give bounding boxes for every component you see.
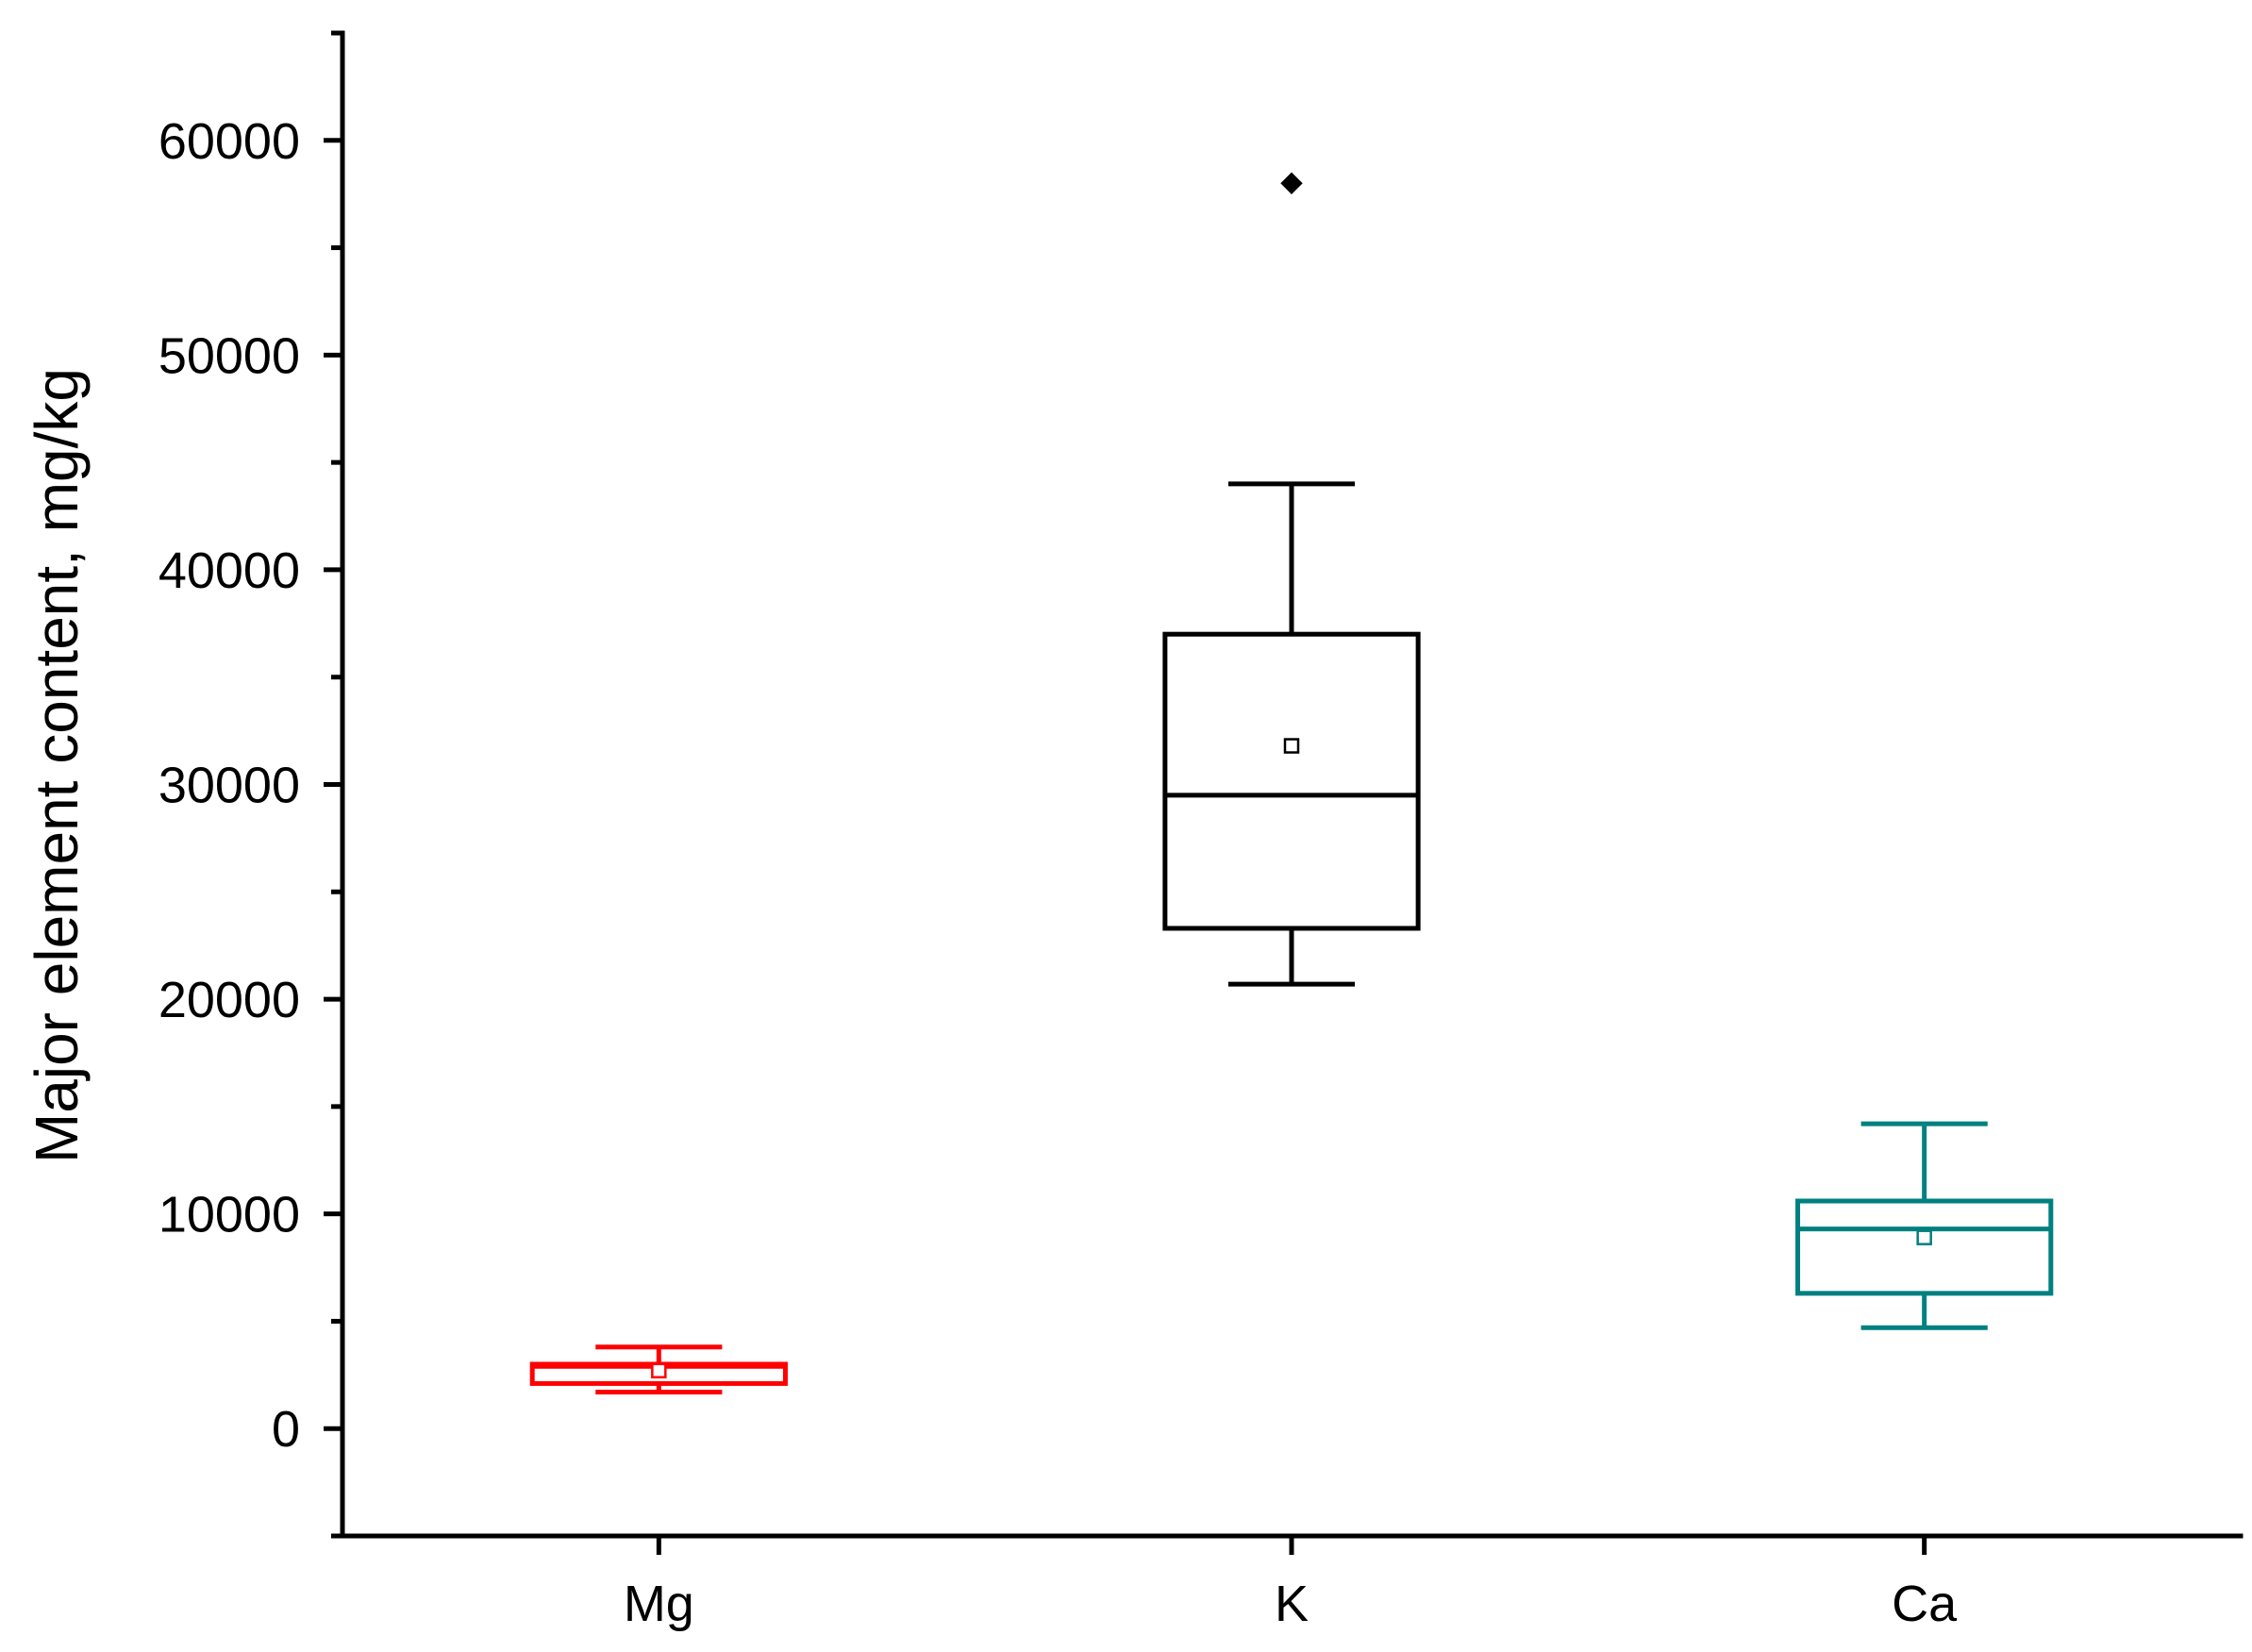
y-tick-label: 20000	[158, 972, 300, 1028]
box-iqr	[1162, 631, 1421, 931]
axes: 0 10000 20000 30000 40000 50000 60000 Mg K Ca	[158, 30, 2244, 1632]
y-tick-label: 60000	[158, 113, 300, 170]
box-iqr	[1795, 1198, 2054, 1296]
y-tick-label: 0	[272, 1401, 300, 1458]
y-tick-label: 10000	[158, 1187, 300, 1243]
y-tick-label: 30000	[158, 758, 300, 814]
outlier-point	[1280, 172, 1303, 195]
x-tick-label: K	[1275, 1576, 1309, 1632]
box-mg	[529, 1344, 788, 1395]
y-tick-label: 40000	[158, 542, 300, 599]
box-k	[1162, 172, 1421, 987]
box-ca	[1795, 1121, 2054, 1330]
y-tick-label: 50000	[158, 327, 300, 384]
x-tick-label: Ca	[1892, 1576, 1958, 1632]
y-axis-title: Major element content, mg/kg	[23, 368, 91, 1163]
boxes	[529, 172, 2054, 1395]
mean-marker	[651, 1362, 667, 1379]
mean-marker	[1283, 738, 1300, 754]
x-tick-label: Mg	[624, 1576, 694, 1632]
mean-marker	[1916, 1229, 1932, 1245]
